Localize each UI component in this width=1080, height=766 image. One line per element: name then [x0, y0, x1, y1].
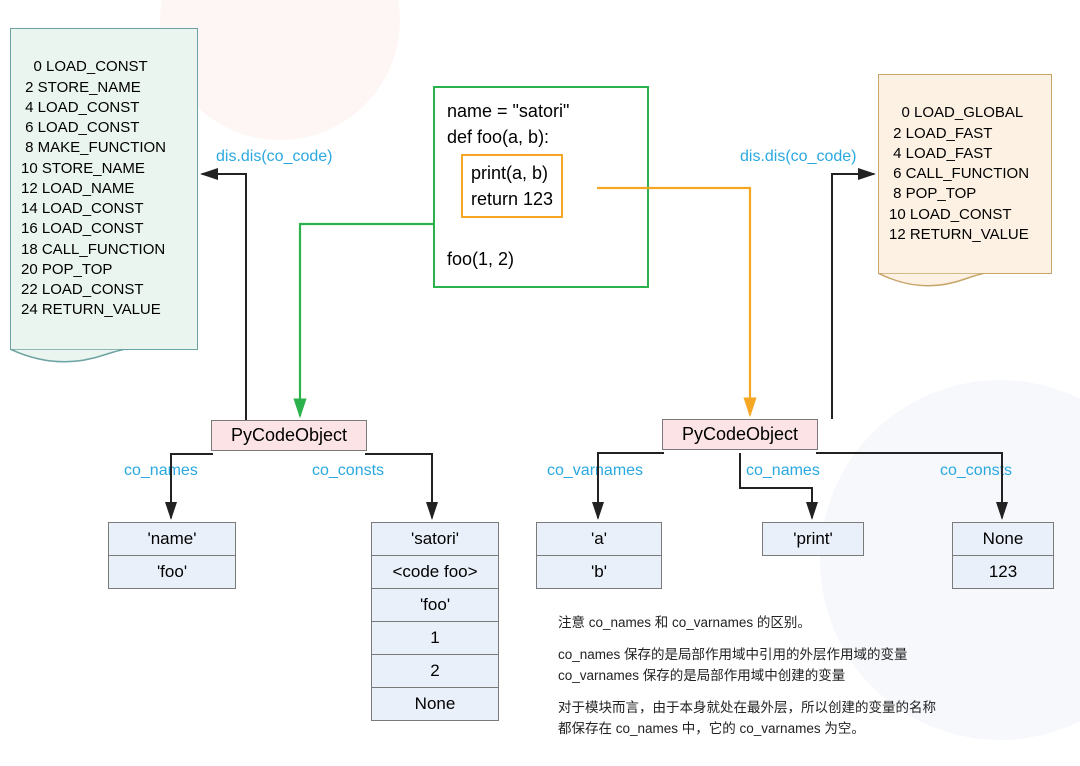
cell: None — [372, 688, 498, 720]
cell: 123 — [953, 556, 1053, 588]
table-left-co-consts: 'satori' <code foo> 'foo' 1 2 None — [371, 522, 499, 721]
disassembly-note-left: 0 LOAD_CONST 2 STORE_NAME 4 LOAD_CONST 6… — [10, 28, 198, 350]
annotation-text: 注意 co_names 和 co_varnames 的区别。 co_names … — [558, 612, 1028, 740]
label-dis-left: dis.dis(co_code) — [216, 148, 333, 166]
annot-p3a: 对于模块而言，由于本身就处在最外层，所以创建的变量的名称 — [558, 697, 1028, 719]
label-right-co-consts: co_consts — [940, 462, 1012, 480]
label-right-co-names: co_names — [746, 462, 820, 480]
label-left-co-consts: co_consts — [312, 462, 384, 480]
code-line-2: def foo(a, b): — [447, 124, 635, 150]
cell: None — [953, 523, 1053, 556]
cell: 1 — [372, 622, 498, 655]
disassembly-note-right: 0 LOAD_GLOBAL 2 LOAD_FAST 4 LOAD_FAST 6 … — [878, 74, 1052, 274]
label-dis-right: dis.dis(co_code) — [740, 148, 857, 166]
table-left-co-names: 'name' 'foo' — [108, 522, 236, 589]
cell: <code foo> — [372, 556, 498, 589]
table-right-co-names: 'print' — [762, 522, 864, 556]
cell: 'a' — [537, 523, 661, 556]
code-inner-2: return 123 — [471, 186, 553, 212]
code-inner-1: print(a, b) — [471, 160, 553, 186]
code-line-3: foo(1, 2) — [447, 246, 635, 272]
dis-right-text: 0 LOAD_GLOBAL 2 LOAD_FAST 4 LOAD_FAST 6 … — [889, 104, 1029, 243]
cell: 'foo' — [372, 589, 498, 622]
pycodeobject-left: PyCodeObject — [211, 420, 367, 451]
annot-p3b: 都保存在 co_names 中，它的 co_varnames 为空。 — [558, 718, 1028, 740]
table-right-co-varnames: 'a' 'b' — [536, 522, 662, 589]
function-body-box: print(a, b) return 123 — [461, 154, 563, 218]
cell: 'foo' — [109, 556, 235, 588]
table-right-co-consts: None 123 — [952, 522, 1054, 589]
annot-p1: 注意 co_names 和 co_varnames 的区别。 — [558, 612, 1028, 634]
cell: 'satori' — [372, 523, 498, 556]
code-line-1: name = "satori" — [447, 98, 635, 124]
annot-p2b: co_varnames 保存的是局部作用域中创建的变量 — [558, 665, 1028, 687]
annot-p2a: co_names 保存的是局部作用域中引用的外层作用域的变量 — [558, 644, 1028, 666]
cell: 'b' — [537, 556, 661, 588]
dis-left-text: 0 LOAD_CONST 2 STORE_NAME 4 LOAD_CONST 6… — [21, 58, 166, 318]
label-right-co-varnames: co_varnames — [547, 462, 643, 480]
source-code-box: name = "satori" def foo(a, b): print(a, … — [433, 86, 649, 288]
cell: 'name' — [109, 523, 235, 556]
label-left-co-names: co_names — [124, 462, 198, 480]
cell: 'print' — [763, 523, 863, 555]
cell: 2 — [372, 655, 498, 688]
pycodeobject-right: PyCodeObject — [662, 419, 818, 450]
